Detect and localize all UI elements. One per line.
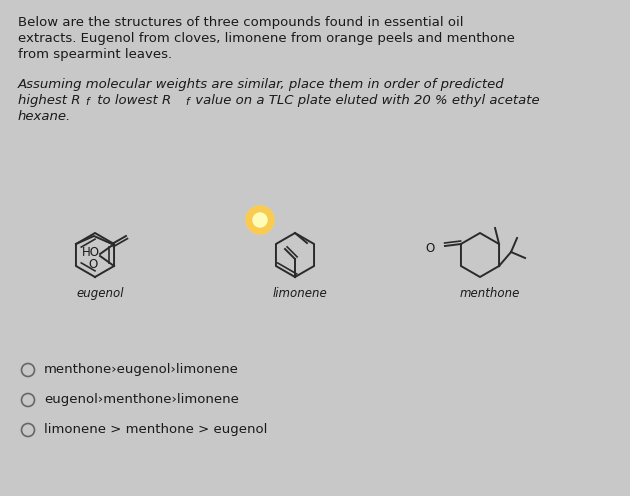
Text: Below are the structures of three compounds found in essential oil: Below are the structures of three compou…: [18, 16, 464, 29]
Text: eugenol: eugenol: [76, 287, 123, 300]
Text: O: O: [89, 258, 98, 271]
Text: O: O: [426, 242, 435, 254]
Text: limonene: limonene: [273, 287, 328, 300]
Text: menthone›eugenol›limonene: menthone›eugenol›limonene: [44, 364, 239, 376]
Text: value on a TLC plate eluted with 20 % ethyl acetate: value on a TLC plate eluted with 20 % et…: [191, 94, 540, 107]
Text: highest R: highest R: [18, 94, 81, 107]
Text: limonene > menthone > eugenol: limonene > menthone > eugenol: [44, 424, 267, 436]
Text: Assuming molecular weights are similar, place them in order of predicted: Assuming molecular weights are similar, …: [18, 78, 505, 91]
Circle shape: [246, 206, 274, 234]
Text: menthone: menthone: [460, 287, 520, 300]
Text: from spearmint leaves.: from spearmint leaves.: [18, 48, 172, 61]
Text: to lowest R: to lowest R: [93, 94, 171, 107]
Text: HO: HO: [82, 247, 100, 259]
Text: extracts. Eugenol from cloves, limonene from orange peels and menthone: extracts. Eugenol from cloves, limonene …: [18, 32, 515, 45]
Text: eugenol›menthone›limonene: eugenol›menthone›limonene: [44, 393, 239, 407]
Circle shape: [253, 213, 267, 227]
Text: f: f: [185, 97, 188, 107]
Text: hexane.: hexane.: [18, 110, 71, 123]
Text: f: f: [85, 97, 89, 107]
